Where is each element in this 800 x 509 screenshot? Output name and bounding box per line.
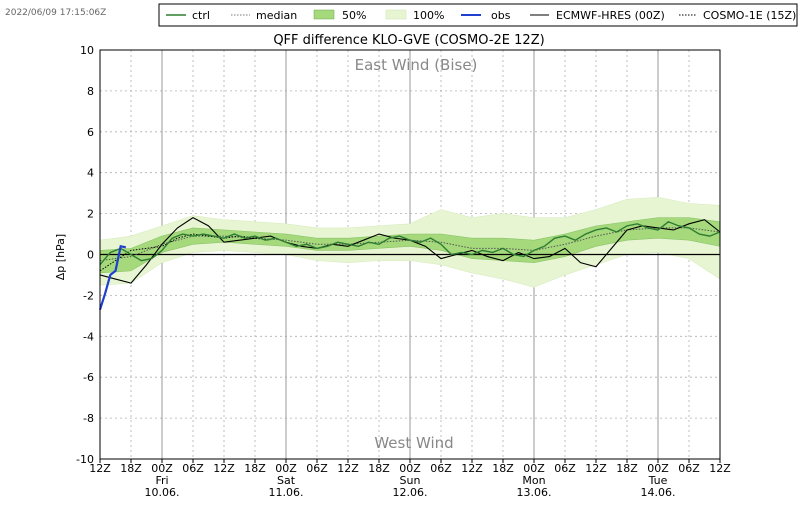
- timestamp: 2022/06/09 17:15:06Z: [5, 8, 106, 18]
- x-tick-label: 00Z: [399, 462, 421, 475]
- date-label: 14.06.: [641, 486, 676, 499]
- x-tick-label: 12Z: [461, 462, 483, 475]
- annotation-east-wind: East Wind (Bise): [355, 56, 478, 74]
- series-lines: [98, 217, 721, 311]
- x-tick-label: 06Z: [430, 462, 452, 475]
- x-tick-label: 12Z: [709, 462, 731, 475]
- x-tick-label: 18Z: [120, 462, 142, 475]
- legend: ctrl median 50% 100% obs ECMWF-HRES (00Z…: [158, 3, 798, 27]
- y-tick-label: 4: [87, 167, 94, 180]
- legend-swatch-50: [313, 9, 335, 20]
- y-axis-label: Δp [hPa]: [54, 234, 67, 280]
- x-tick-label: 06Z: [554, 462, 576, 475]
- y-tick-label: 0: [87, 249, 94, 262]
- y-tick-label: -2: [83, 289, 94, 302]
- y-tick-label: 2: [87, 208, 94, 221]
- x-tick-label: 00Z: [275, 462, 297, 475]
- axes: -10 -8 -6 -4 -2 0 2 4 6 8 10 12Z 18Z 00Z 06Z 12Z 18Z 00Z 0…: [76, 44, 731, 499]
- legend-label-50: 50%: [342, 9, 366, 22]
- legend-label-100: 100%: [413, 9, 444, 22]
- chart-title: QFF difference KLO-GVE (COSMO-2E 12Z): [273, 33, 544, 48]
- date-label: 13.06.: [517, 486, 552, 499]
- y-tick-label: -10: [76, 453, 94, 466]
- day-label: Mon: [522, 474, 545, 487]
- legend-label-ctrl: ctrl: [192, 9, 210, 22]
- x-tick-label: 12Z: [337, 462, 359, 475]
- series-ctrl: [99, 220, 721, 266]
- day-label: Fri: [155, 474, 168, 487]
- y-tick-label: 6: [87, 126, 94, 139]
- x-tick-label: 18Z: [616, 462, 638, 475]
- x-tick-label: 18Z: [492, 462, 514, 475]
- day-label: Sat: [277, 474, 296, 487]
- y-tick-label: 8: [87, 85, 94, 98]
- x-tick-label: 12Z: [585, 462, 607, 475]
- date-label: 11.06.: [269, 486, 304, 499]
- x-tick-label: 06Z: [678, 462, 700, 475]
- x-tick-label: 00Z: [151, 462, 173, 475]
- legend-label-ecmwf: ECMWF-HRES (00Z): [556, 9, 665, 22]
- legend-label-median: median: [256, 9, 297, 22]
- x-tick-label: 12Z: [89, 462, 111, 475]
- plot-frame: [99, 49, 721, 460]
- y-tick-label: -4: [83, 330, 94, 343]
- y-tick-label: 10: [80, 44, 94, 57]
- y-tick-label: -6: [83, 371, 94, 384]
- series-obs: [98, 245, 127, 311]
- x-tick-label: 06Z: [182, 462, 204, 475]
- legend-label-cosmo1e: COSMO-1E (15Z): [703, 9, 796, 22]
- x-tick-label: 12Z: [213, 462, 235, 475]
- day-label: Sun: [400, 474, 421, 487]
- day-label: Tue: [648, 474, 668, 487]
- date-label: 12.06.: [393, 486, 428, 499]
- x-tick-label: 00Z: [647, 462, 669, 475]
- x-tick-label: 00Z: [523, 462, 545, 475]
- y-tick-label: -8: [83, 412, 94, 425]
- date-label: 10.06.: [145, 486, 180, 499]
- x-tick-label: 18Z: [368, 462, 390, 475]
- annotation-west-wind: West Wind: [374, 434, 453, 452]
- x-tick-label: 06Z: [306, 462, 328, 475]
- legend-swatch-100: [385, 9, 407, 20]
- legend-label-obs: obs: [491, 9, 511, 22]
- x-tick-label: 18Z: [244, 462, 266, 475]
